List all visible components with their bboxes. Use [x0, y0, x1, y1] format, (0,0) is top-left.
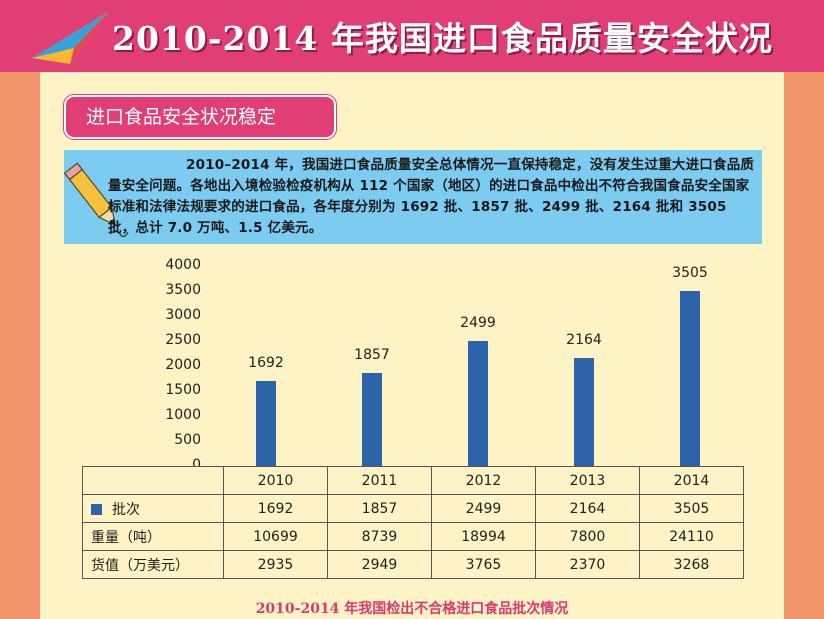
- pencil-icon: [63, 162, 129, 238]
- bar-2012: [468, 341, 488, 466]
- bar-2011: [362, 373, 382, 466]
- page-title: 2010-2014 年我国进口食品质量安全状况: [112, 19, 773, 58]
- data-label: 3505: [672, 264, 708, 281]
- row-label: 重量（吨）: [82, 522, 224, 551]
- row-label-text: 批次: [112, 501, 140, 518]
- bar-2013: [574, 357, 594, 466]
- table-corner-cell: [82, 466, 224, 495]
- table-cell: 3268: [639, 550, 744, 579]
- table-cell: 8739: [327, 522, 432, 551]
- header-banner: [0, 0, 824, 72]
- y-tick-label: 1000: [165, 407, 201, 423]
- y-tick-label: 2000: [165, 357, 201, 373]
- table-cell: 18994: [431, 522, 536, 551]
- chart-title: 2010-2014 年我国检出不合格进口食品批次情况: [255, 601, 569, 617]
- y-tick-label: 3500: [165, 282, 201, 298]
- table-cell: 24110: [639, 522, 744, 551]
- table-row: 货值（万美元） 2935 2949 3765 2370 3268: [82, 550, 744, 579]
- x-tick-label: 2012: [431, 466, 536, 495]
- table-row: 重量（吨） 10699 8739 18994 7800 24110: [82, 522, 744, 551]
- table-cell: 7800: [535, 522, 640, 551]
- table-cell: 2499: [431, 494, 536, 523]
- row-label: 货值（万美元）: [82, 550, 224, 579]
- bar-2014: [680, 290, 700, 466]
- x-tick-label: 2011: [327, 466, 432, 495]
- bar-2010: [256, 381, 276, 466]
- table-cell: 2949: [327, 550, 432, 579]
- table-cell: 2370: [535, 550, 640, 579]
- row-label: 批次: [82, 494, 224, 523]
- paper-plane-icon: [32, 12, 108, 64]
- table-cell: 2935: [223, 550, 328, 579]
- data-label: 2499: [460, 315, 496, 332]
- intro-text: 2010–2014 年，我国进口食品质量安全总体情况一直保持稳定，没有发生过重大…: [108, 157, 755, 236]
- y-tick-label: 1500: [165, 382, 201, 398]
- row-label-text: 重量（吨）: [91, 529, 161, 546]
- table-cell: 3505: [639, 494, 744, 523]
- x-tick-label: 2010: [223, 466, 328, 495]
- data-table: 2010 2011 2012 2013 2014 批次 1692 1857 2499 2164 35…: [82, 466, 744, 579]
- table-cell: 2164: [535, 494, 640, 523]
- y-tick-label: 3000: [165, 307, 201, 323]
- table-cell: 1857: [327, 494, 432, 523]
- row-label-text: 货值（万美元）: [91, 557, 189, 574]
- table-cell: 1692: [223, 494, 328, 523]
- data-label: 2164: [566, 331, 602, 348]
- x-tick-label: 2014: [639, 466, 744, 495]
- table-header-row: 2010 2011 2012 2013 2014: [82, 466, 744, 495]
- x-tick-label: 2013: [535, 466, 640, 495]
- intro-box: [64, 150, 762, 244]
- legend-swatch: [91, 503, 102, 515]
- data-label: 1857: [354, 347, 390, 364]
- section-title: 进口食品安全状况稳定: [64, 95, 336, 139]
- y-tick-label: 500: [174, 432, 201, 448]
- data-label: 1692: [248, 355, 284, 372]
- table-cell: 10699: [223, 522, 328, 551]
- y-tick-label: 4000: [165, 257, 201, 273]
- y-tick-label: 0: [192, 457, 201, 473]
- table-row: 批次 1692 1857 2499 2164 3505: [82, 494, 744, 523]
- table-cell: 3765: [431, 550, 536, 579]
- y-tick-label: 2500: [165, 332, 201, 348]
